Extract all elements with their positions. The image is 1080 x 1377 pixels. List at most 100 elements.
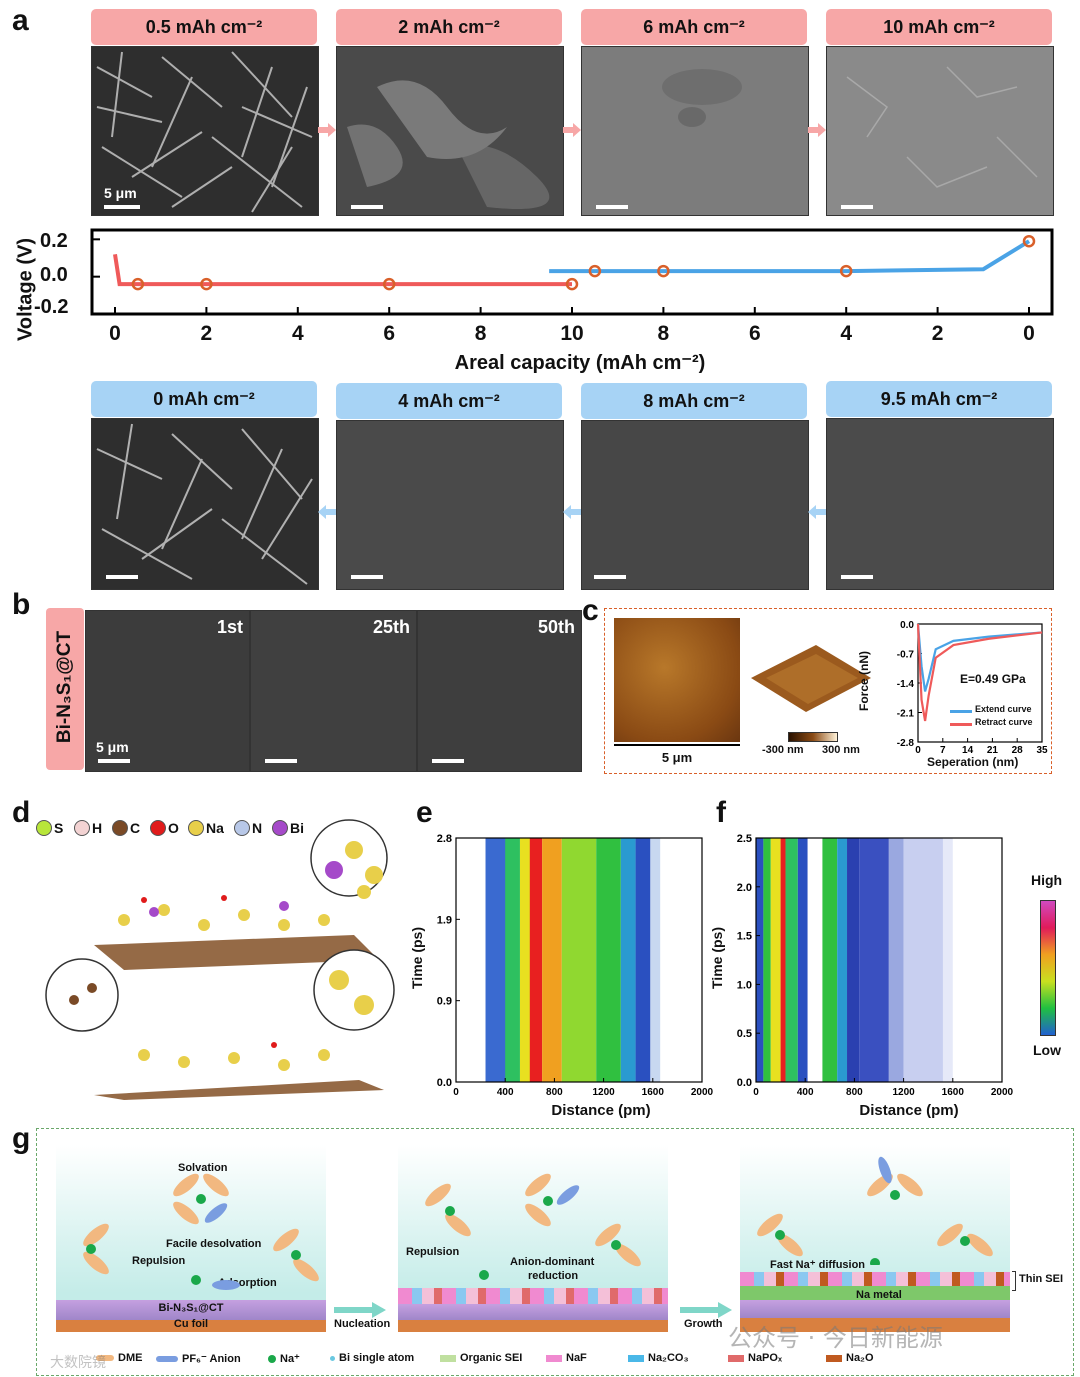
panel-e-letter: e [416,796,433,829]
force-xlabel: Seperation (nm) [927,755,1019,769]
cycle-label: 1st [216,617,243,637]
e-xlabel: Distance (pm) [551,1102,651,1119]
heatmap-band [822,838,838,1082]
legend-na2co3: Na₂CO₃ [628,1352,689,1364]
bottom-header-3: 8 mAh cm⁻² [581,383,807,419]
atom-symbol: S [54,820,64,836]
heatmap-band [942,838,953,1082]
voltage-xtick-label: 0 [1023,322,1035,345]
legend-dme: DME [96,1352,142,1364]
scale-bar [841,205,873,209]
afm-colorbar-min: -300 nm [762,744,804,756]
atom-swatch [272,820,288,836]
voltage-ytick: 0.2 [40,230,68,252]
solvation-clusters-3 [757,1156,993,1265]
heatmap-ytick-label: 2.8 [437,833,452,845]
solvation-label: Solvation [178,1162,228,1174]
voltage-marker [565,277,579,291]
heatmap-xtick-label: 400 [497,1087,514,1098]
heatmap-xtick-label: 1600 [642,1087,665,1098]
atom-symbol: Na [206,820,224,836]
scale-bar [98,759,130,763]
atom-swatch [112,820,128,836]
arrow-right-icon [563,123,581,137]
cu-foil-layer [56,1320,326,1332]
atom-legend-item: Bi [272,820,304,836]
atom-symbol: O [168,820,179,836]
atom-legend: S H C O Na N Bi [36,820,336,840]
nucleation-label: Nucleation [334,1318,391,1330]
voltage-xtick-label: 2 [931,322,944,345]
heatmap-xtick-label: 1200 [892,1087,915,1098]
arrow-left-icon [318,505,336,519]
scale-bar [841,575,873,579]
atom-legend-item: C [112,820,140,836]
cu-foil-layer [740,1318,1010,1332]
voltage-xtick-label: 10 [560,322,584,345]
force-chart: 0.0 -0.7 -1.4 -2.1 -2.8 0 7 14 21 28 35 Force (nN)… [850,614,1050,770]
legend-na2o: Na₂O [826,1352,874,1364]
heatmap-ytick-label: 0.9 [437,996,452,1008]
heatmap-xtick-label: 1600 [942,1087,965,1098]
atom-swatch [74,820,90,836]
anion-reduction-label: reduction [528,1270,579,1282]
sem-image-bottom-2 [336,420,564,590]
legend-pf6: PF₆⁻ Anion [156,1352,241,1365]
cu-foil-layer [398,1320,668,1332]
voltage-marker [200,277,213,291]
force-ytick-label: -2.1 [897,709,915,720]
voltage-xtick-label: 8 [474,322,487,345]
heatmap-xtick-label: 400 [797,1087,814,1098]
sei-layer-3 [740,1272,1010,1286]
sem-image-bottom-1 [91,418,319,590]
atom-symbol: H [92,820,103,836]
panel-c-letter: c [582,594,599,627]
thin-sei-label: Thin SEI [1019,1273,1063,1285]
bottom-header-2: 4 mAh cm⁻² [336,383,562,419]
substrate-layer [398,1304,668,1320]
voltage-xlabel: Areal capacity (mAh cm⁻²) [454,352,706,374]
substrate-layer [56,1300,326,1320]
force-ylabel: Force (nN) [857,651,871,711]
force-xtick-label: 0 [915,745,921,756]
sem-image-top-3 [581,46,809,216]
modulus-label: E=0.49 GPa [960,672,1026,686]
heatmap-band [903,838,943,1082]
sem-cycle-1: 1st 5 μm [85,610,250,772]
legend-napox: NaPOₓ [728,1352,782,1364]
voltage-marker [657,264,670,278]
panel-g-letter: g [12,1122,31,1155]
arrow-left-icon [808,505,826,519]
solvation-clusters-1 [83,1173,319,1290]
legend-naf: NaF [546,1352,587,1364]
heatmap-xtick-label: 800 [846,1087,863,1098]
atom-symbol: Bi [290,820,304,836]
afm-scale-label: 5 μm [661,750,693,765]
scale-bar [106,575,138,579]
legend-retract: Retract curve [975,717,1033,727]
heatmap-ytick-label: 0.5 [737,1028,752,1040]
voltage-xtick-label: 2 [200,322,213,345]
voltage-xtick-label: 8 [657,322,670,345]
scale-bar [351,205,383,209]
atom-symbol: C [130,820,141,836]
retract-curve [916,623,1043,722]
afm-3d-surface [751,645,871,712]
atom-legend-item: S [36,820,63,836]
atom-swatch [188,820,204,836]
cufoil-label: Cu foil [173,1318,209,1330]
na-metal-layer [740,1286,1010,1300]
heatmap-frame [455,837,703,1083]
substrate-layer [740,1300,1010,1318]
force-xtick-label: 28 [1012,745,1024,756]
thin-sei-bracket [1012,1271,1016,1291]
top-header-3: 6 mAh cm⁻² [581,9,807,45]
heatmap-band [650,838,661,1082]
force-ytick-label: -2.8 [897,738,915,749]
heatmap-xtick-label: 2000 [691,1087,714,1098]
repulsion-label-1: Repulsion [132,1255,186,1267]
force-xtick-label: 14 [962,745,974,756]
f-xlabel: Distance (pm) [859,1102,959,1119]
panel-b-side-tab: Bi-N₃S₁@CT [46,608,84,770]
heatmap-ytick-label: 0.0 [737,1077,752,1089]
